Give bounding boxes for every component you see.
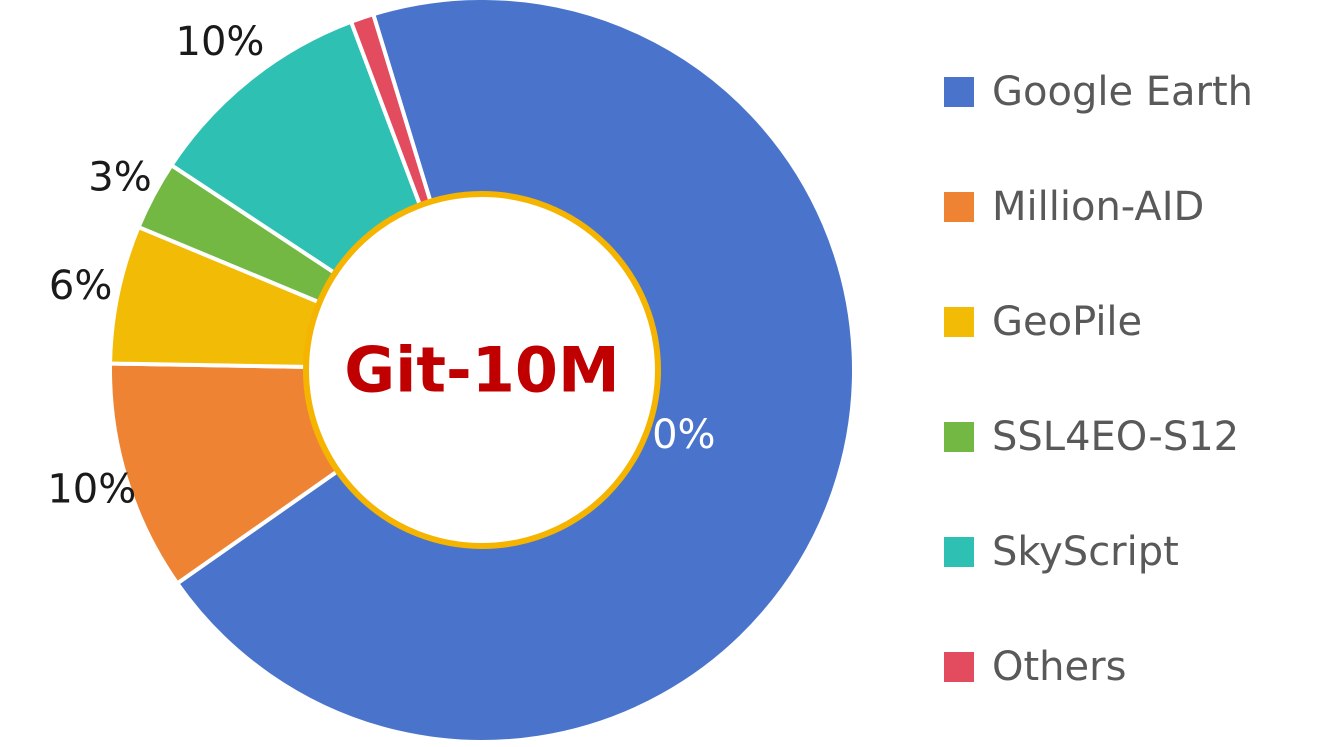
- legend-item-ssl4eo-s12: SSL4EO-S12: [944, 414, 1239, 460]
- legend-label-others: Others: [992, 644, 1126, 690]
- legend-item-geopile: GeoPile: [944, 299, 1142, 345]
- legend-swatch-others: [944, 652, 974, 682]
- value-label-skyscript: 10%: [176, 19, 265, 65]
- legend-item-million-aid: Million-AID: [944, 184, 1204, 230]
- legend-swatch-geopile: [944, 307, 974, 337]
- legend-swatch-google-earth: [944, 77, 974, 107]
- value-label-ssl4eo-s12: 3%: [88, 155, 151, 201]
- legend-swatch-ssl4eo-s12: [944, 422, 974, 452]
- legend-item-others: Others: [944, 644, 1126, 690]
- legend-label-million-aid: Million-AID: [992, 184, 1204, 230]
- legend-label-skyscript: SkyScript: [992, 529, 1179, 575]
- center-circle: [303, 191, 661, 549]
- legend-label-geopile: GeoPile: [992, 299, 1142, 345]
- value-label-million-aid: 10%: [47, 466, 136, 512]
- legend-swatch-skyscript: [944, 537, 974, 567]
- legend-label-ssl4eo-s12: SSL4EO-S12: [992, 414, 1239, 460]
- legend-item-skyscript: SkyScript: [944, 529, 1179, 575]
- chart-legend: Google Earth Million-AID GeoPile SSL4EO-S12…: [944, 69, 1253, 690]
- value-label-others: 1%: [318, 0, 381, 5]
- center-title: Git-10M: [344, 334, 620, 407]
- legend-item-google-earth: Google Earth: [944, 69, 1253, 115]
- value-label-geopile: 6%: [49, 263, 112, 309]
- legend-swatch-million-aid: [944, 192, 974, 222]
- legend-label-google-earth: Google Earth: [992, 69, 1253, 115]
